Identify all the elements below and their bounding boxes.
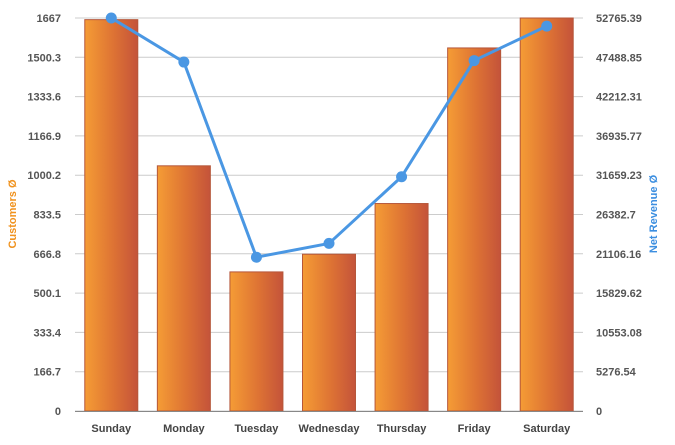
right-tick-label: 36935.77 [596,131,642,143]
left-tick-label: 1166.9 [28,131,61,143]
x-axis-labels: Sunday Monday Tuesday Wednesday Thursday Frid… [91,423,571,435]
left-tick-label: 1667 [37,13,61,25]
point-friday[interactable] [468,55,480,67]
category-label: Monday [163,423,205,435]
category-label: Friday [458,423,492,435]
left-tick-label: 1000.2 [27,170,61,182]
right-tick-label: 52765.39 [596,13,642,25]
right-tick-label: 0 [596,406,602,418]
bar-series [84,17,574,412]
left-axis-ticks: 0 166.7 333.4 500.1 666.8 833.5 1000.2 1166.9 13… [27,13,62,418]
left-tick-label: 1333.6 [27,92,61,104]
point-saturday[interactable] [541,20,553,32]
category-label: Sunday [91,423,132,435]
point-wednesday[interactable] [323,237,335,249]
bar-monday[interactable] [156,165,211,412]
line-series [105,12,553,263]
left-tick-label: 166.7 [33,367,61,379]
point-tuesday[interactable] [250,251,262,263]
right-axis-ticks: 0 5276.54 10553.08 15829.62 21106.16 26382.7 3… [596,13,642,418]
bar-saturday[interactable] [519,17,574,412]
point-thursday[interactable] [396,171,408,183]
bar-wednesday[interactable] [302,253,356,412]
bar-sunday[interactable] [84,19,139,412]
right-tick-label: 31659.23 [596,170,642,182]
right-tick-label: 10553.08 [596,327,642,339]
left-tick-label: 1500.3 [27,52,61,64]
left-tick-label: 666.8 [33,249,61,261]
point-sunday[interactable] [105,12,117,24]
category-label: Tuesday [235,423,280,435]
left-tick-label: 500.1 [33,288,61,300]
right-tick-label: 42212.31 [596,92,642,104]
right-tick-label: 21106.16 [596,249,641,261]
right-tick-label: 5276.54 [596,367,637,379]
right-tick-label: 47488.85 [596,52,642,64]
left-axis-title: Customers Ø [7,179,19,249]
point-monday[interactable] [178,56,190,68]
right-tick-label: 15829.62 [596,288,642,300]
right-axis-title: Net Revenue Ø [648,174,660,253]
category-label: Wednesday [299,423,361,435]
left-tick-label: 833.5 [33,210,61,222]
category-label: Saturday [523,423,571,435]
bar-friday[interactable] [447,47,502,412]
left-tick-label: 333.4 [33,327,61,339]
right-tick-label: 26382.7 [596,210,636,222]
left-tick-label: 0 [55,406,61,418]
bar-thursday[interactable] [374,203,429,412]
category-label: Thursday [377,423,427,435]
bar-tuesday[interactable] [229,271,284,412]
